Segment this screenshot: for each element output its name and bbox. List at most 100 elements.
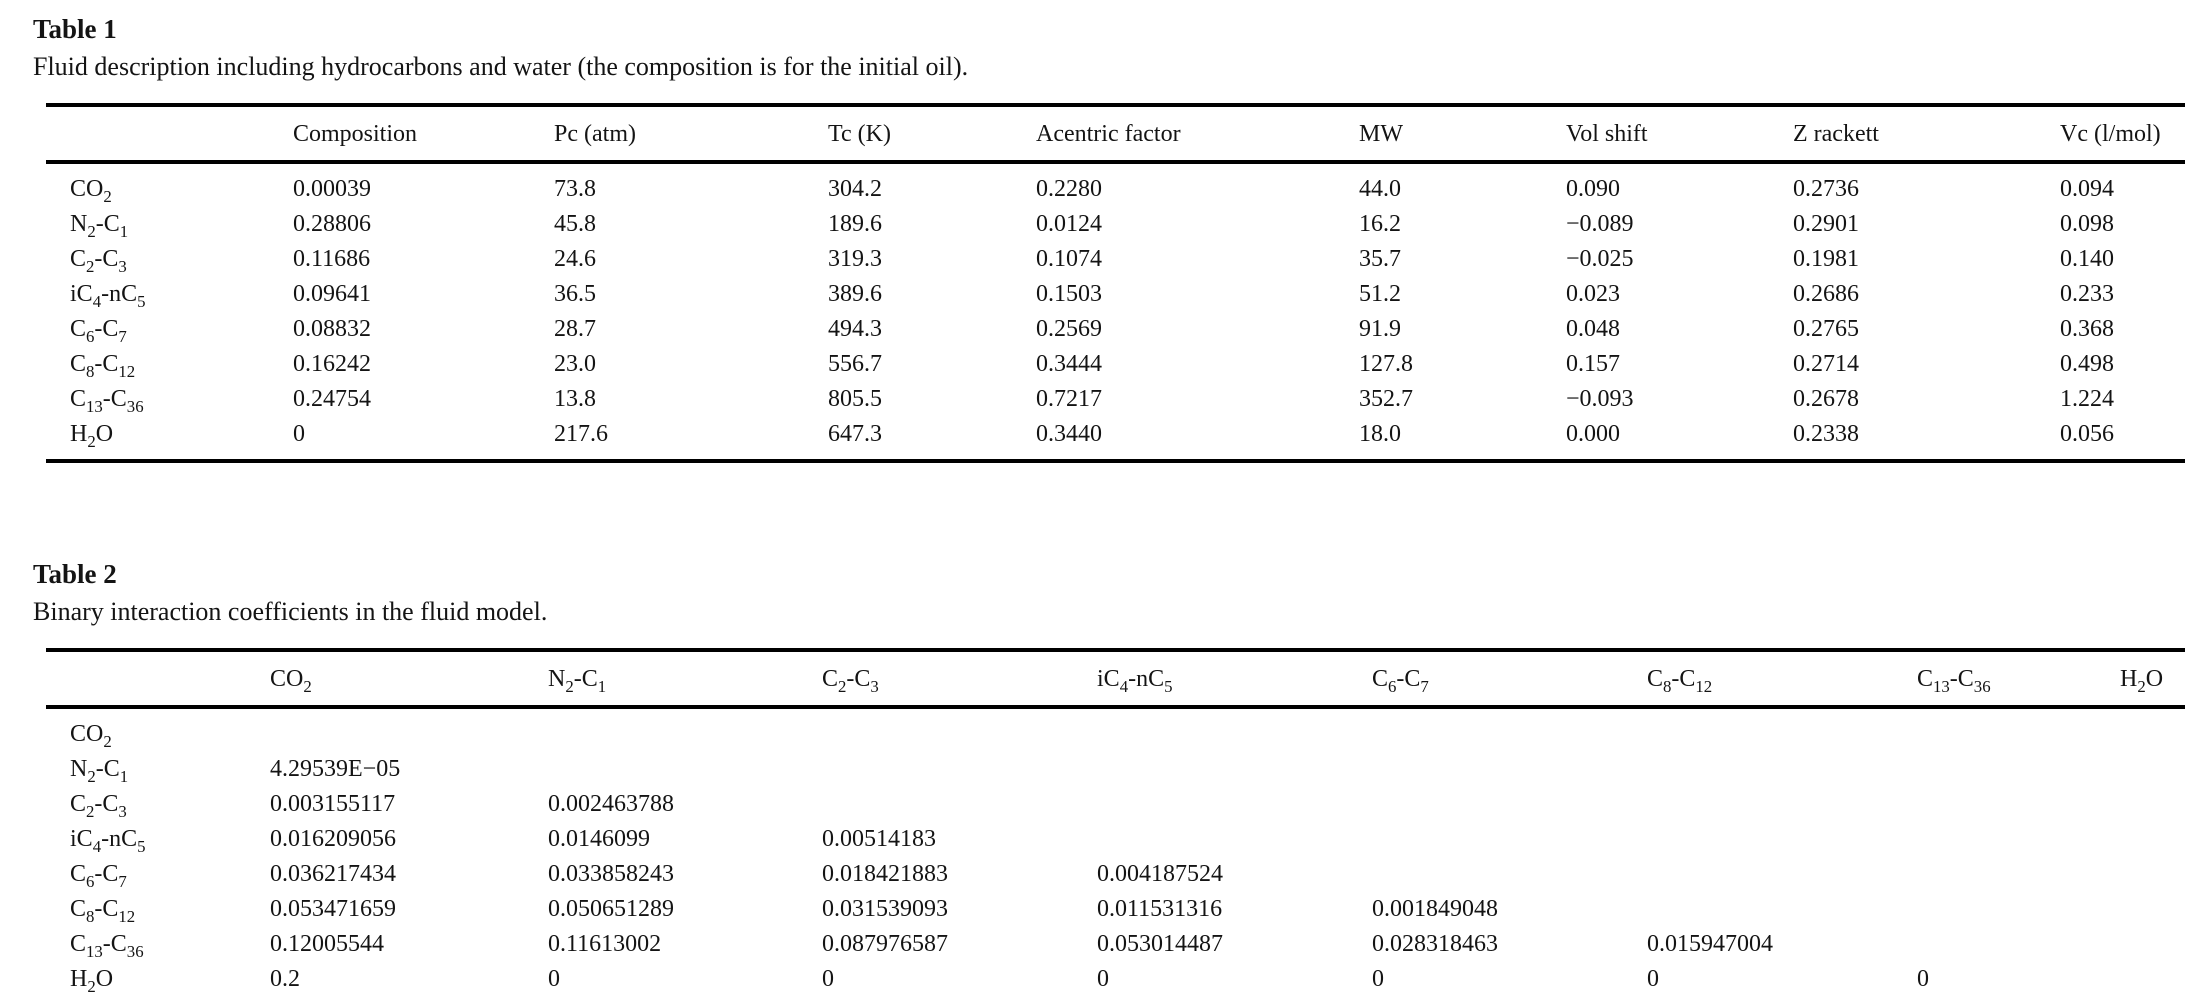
value-cell: 319.3 (828, 246, 882, 272)
table-row: iC4-nC5 0.09641 36.5 389.6 0.1503 51.2 0.023 0.… (46, 277, 2185, 312)
value-cell: 0.12005544 (270, 931, 384, 957)
value-cell: 0.015947004 (1647, 931, 1773, 957)
value-cell (1647, 857, 1917, 892)
value-cell: 0 (548, 966, 560, 992)
component-cell: C2-C3 (70, 791, 127, 821)
value-cell (1372, 707, 1647, 752)
value-cell: 0.003155117 (270, 791, 396, 817)
value-cell: 23.0 (554, 351, 596, 377)
value-cell: 0 (293, 421, 305, 447)
value-cell: 0.094 (2060, 176, 2114, 202)
value-cell: 0.1074 (1036, 246, 1102, 272)
value-cell: 0.033858243 (548, 861, 674, 887)
table-row: C8-C12 0.053471659 0.050651289 0.031539093 0… (46, 892, 2185, 927)
column-header: Vol shift (1566, 105, 1793, 164)
value-cell: 0.2 (270, 966, 300, 992)
table-row: N2-C1 0.28806 45.8 189.6 0.0124 16.2 −0.089 0.2… (46, 207, 2185, 242)
value-cell: 0.056 (2060, 421, 2114, 447)
column-header: C2-C3 (822, 650, 1097, 709)
value-cell (1097, 752, 1372, 787)
component-cell: CO2 (70, 176, 112, 206)
value-cell: 0.09641 (293, 281, 371, 307)
value-cell (1097, 822, 1372, 857)
value-cell: 0.011531316 (1097, 896, 1223, 922)
value-cell: 35.7 (1359, 246, 1401, 272)
table1-label: Table 1 (33, 14, 117, 44)
column-header: C13-C36 (1917, 650, 2120, 709)
value-cell: 0.050651289 (548, 896, 674, 922)
value-cell (2120, 892, 2185, 927)
value-cell: 0.2901 (1793, 211, 1859, 237)
value-cell: 0.1503 (1036, 281, 1102, 307)
value-cell: 0.053471659 (270, 896, 396, 922)
value-cell (548, 707, 822, 752)
value-cell: 647.3 (828, 421, 882, 447)
value-cell: 0.157 (1566, 351, 1620, 377)
value-cell: 0 (822, 966, 834, 992)
table-row: CO2 (46, 707, 2185, 752)
column-header (46, 105, 293, 164)
value-cell: −0.025 (1566, 246, 1634, 272)
value-cell: 352.7 (1359, 386, 1413, 412)
component-cell: C13-C36 (70, 386, 144, 416)
value-cell: 91.9 (1359, 316, 1401, 342)
value-cell: 494.3 (828, 316, 882, 342)
value-cell: 1.224 (2060, 386, 2114, 412)
value-cell: 0.031539093 (822, 896, 948, 922)
value-cell: 0.002463788 (548, 791, 674, 817)
value-cell (2120, 857, 2185, 892)
value-cell (1097, 707, 1372, 752)
column-header: Tc (K) (828, 105, 1036, 164)
value-cell: 0.001849048 (1372, 896, 1498, 922)
table-row: CO2 0.00039 73.8 304.2 0.2280 44.0 0.090 0.2736… (46, 162, 2185, 207)
value-cell: 0.0146099 (548, 826, 650, 852)
column-header: Acentric factor (1036, 105, 1359, 164)
column-header: MW (1359, 105, 1566, 164)
table-row: iC4-nC5 0.016209056 0.0146099 0.00514183 (46, 822, 2185, 857)
value-cell: 0.3444 (1036, 351, 1102, 377)
value-cell: 0.08832 (293, 316, 371, 342)
value-cell (2120, 927, 2185, 962)
value-cell: 0.24754 (293, 386, 371, 412)
value-cell: 0.2678 (1793, 386, 1859, 412)
value-cell (1647, 752, 1917, 787)
value-cell: 0.2280 (1036, 176, 1102, 202)
header-row: Composition Pc (atm) Tc (K) Acentric factor… (46, 105, 2185, 164)
component-cell: N2-C1 (70, 756, 129, 786)
table1-caption: Fluid description including hydrocarbons… (33, 52, 969, 81)
value-cell: 0.3440 (1036, 421, 1102, 447)
value-cell (1372, 857, 1647, 892)
value-cell: 0.2569 (1036, 316, 1102, 342)
value-cell (2120, 822, 2185, 857)
component-cell: H2O (70, 966, 114, 996)
value-cell: −0.093 (1566, 386, 1634, 412)
column-header: Z rackett (1793, 105, 2060, 164)
value-cell: 28.7 (554, 316, 596, 342)
value-cell (822, 707, 1097, 752)
table-row: C6-C7 0.036217434 0.033858243 0.018421883 0.… (46, 857, 2185, 892)
header-row: CO2 N2-C1 C2-C3 iC4-nC5 C6-C7 C8-C12 C13-C36 H2… (46, 650, 2185, 709)
value-cell (1917, 857, 2120, 892)
value-cell: 51.2 (1359, 281, 1401, 307)
column-header: H2O (2120, 650, 2185, 709)
column-header: iC4-nC5 (1097, 650, 1372, 709)
value-cell: 189.6 (828, 211, 882, 237)
component-cell: H2O (70, 421, 114, 451)
value-cell (548, 752, 822, 787)
value-cell: 127.8 (1359, 351, 1413, 377)
fluid-description-table: Composition Pc (atm) Tc (K) Acentric factor… (46, 103, 2185, 463)
component-cell: C13-C36 (70, 931, 144, 961)
value-cell: 36.5 (554, 281, 596, 307)
value-cell: 389.6 (828, 281, 882, 307)
table-row: N2-C1 4.29539E−05 (46, 752, 2185, 787)
value-cell (1647, 707, 1917, 752)
column-header: CO2 (270, 650, 548, 709)
component-cell: iC4-nC5 (70, 281, 146, 311)
table1-section: Table 1 Fluid description including hydr… (33, 13, 2185, 463)
value-cell: 4.29539E−05 (270, 756, 401, 782)
table-row: C2-C3 0.003155117 0.002463788 (46, 787, 2185, 822)
table2-caption: Binary interaction coefficients in the f… (33, 597, 548, 626)
value-cell: 44.0 (1359, 176, 1401, 202)
value-cell: 0.098 (2060, 211, 2114, 237)
component-cell: N2-C1 (70, 211, 129, 241)
